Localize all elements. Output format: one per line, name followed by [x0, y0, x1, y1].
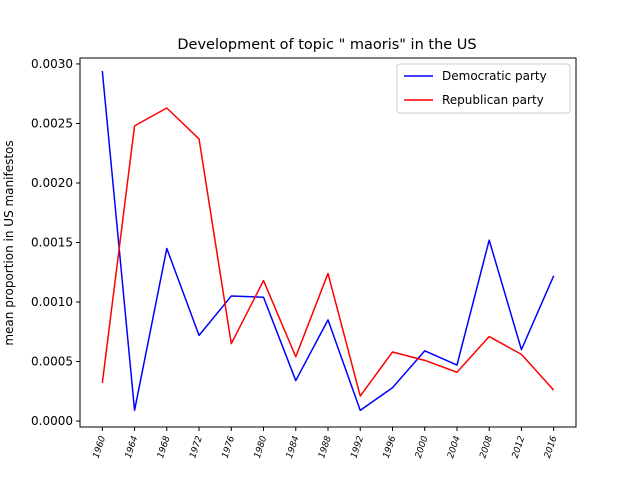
legend-label: Democratic party — [442, 69, 547, 83]
y-tick-label: 0.0030 — [31, 57, 73, 71]
y-tick-label: 0.0015 — [31, 236, 73, 250]
legend: Democratic party Republican party — [397, 64, 570, 113]
y-axis-label: mean proportion in US manifestos — [2, 140, 16, 345]
y-tick-label: 0.0025 — [31, 116, 73, 130]
y-tick-label: 0.0000 — [31, 414, 73, 428]
legend-label: Republican party — [442, 93, 544, 107]
chart-title: Development of topic " maoris" in the US — [177, 37, 476, 53]
y-tick-label: 0.0005 — [31, 355, 73, 369]
y-tick-label: 0.0010 — [31, 295, 73, 309]
y-tick-label: 0.0020 — [31, 176, 73, 190]
